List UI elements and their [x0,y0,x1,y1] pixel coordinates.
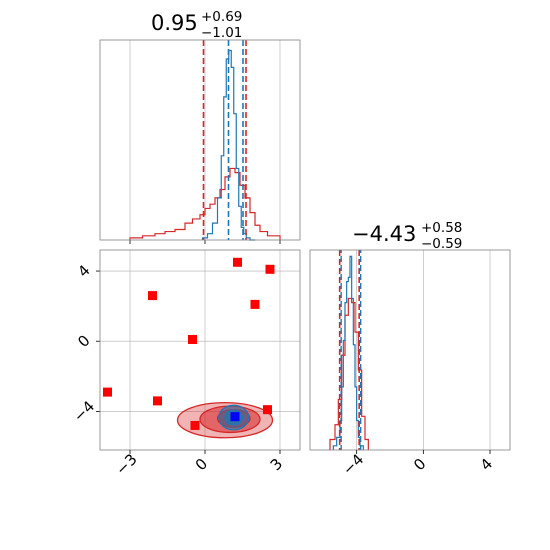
param2-xtick-label-0: −4 [339,450,367,478]
joint-red-marker-1 [265,264,275,274]
param1-title: 0.95 +0.69 −1.01 [151,9,242,41]
joint-ytick-label-1: 0 [74,331,93,350]
joint-red-marker-4 [188,334,197,344]
param2-xtick-label-2: 4 [477,455,496,474]
joint-red-marker-0 [233,257,242,267]
joint-blue-marker [230,412,240,422]
param2-title-plus: +0.58 [421,220,462,236]
param2-title: −4.43 +0.58 −0.59 [352,220,462,252]
joint-red-marker-8 [263,405,272,415]
joint-xtick-label-2: 3 [267,455,286,474]
param1-title-median: 0.95 [151,11,198,35]
param2-hist-blue [332,255,364,450]
joint-ytick-label-2: −4 [70,397,98,425]
param2-title-minus: −0.59 [421,236,462,252]
joint-distribution-panel: 4 0 −4 −3 0 3 [70,249,301,479]
joint-red-marker-6 [153,396,162,406]
joint-ytick-label-0: 4 [74,261,93,280]
param2-xtick-label-1: 0 [410,455,429,474]
param1-title-plus: +0.69 [201,9,242,25]
param1-frame [99,39,301,241]
param2-hist-red [329,297,369,450]
param1-title-minus: −1.01 [201,25,242,41]
param2-histogram-panel: −4 0 4 [309,249,511,479]
joint-red-marker-5 [103,387,112,397]
joint-red-marker-2 [148,291,157,301]
param2-title-median: −4.43 [352,222,416,246]
param1-histogram-panel [99,39,301,244]
joint-xtick-label-0: −3 [112,450,140,478]
joint-frame [99,249,301,451]
joint-xtick-label-1: 0 [192,455,211,474]
joint-red-marker-3 [250,299,260,309]
joint-red-marker-7 [190,420,200,430]
param2-frame [309,249,511,451]
